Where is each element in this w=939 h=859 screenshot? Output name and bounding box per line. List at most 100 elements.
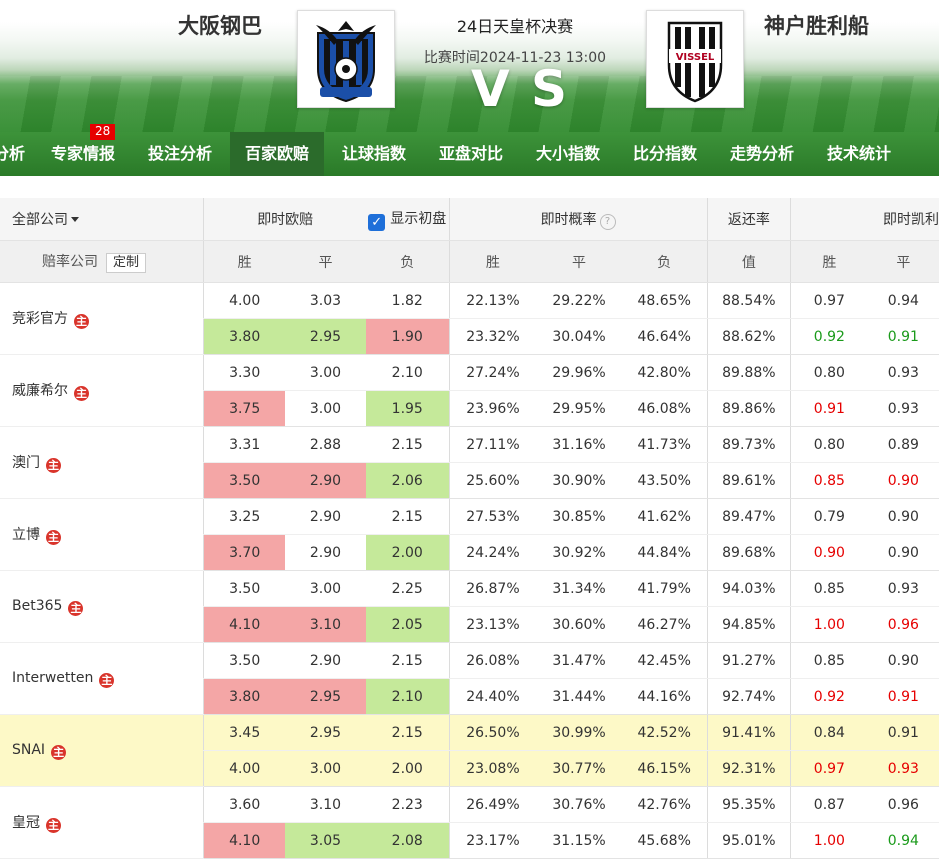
kelly-draw: 0.96	[867, 786, 939, 823]
live-euro-header: 即时欧赔	[203, 198, 366, 241]
return-rate-change: 92.74%	[706, 678, 791, 715]
company-cell[interactable]: 皇冠主	[0, 786, 204, 859]
home-team-logo[interactable]	[297, 10, 395, 108]
odds-row-current[interactable]: 立博主 3.25 2.90 2.15 27.53% 30.85% 41.62% 89.47% 0…	[0, 498, 939, 571]
odds-table: 全部公司 即时欧赔 ✓ 显示初盘 即时概率? 返还率 即时凯利 赔率公司 定制 胜 …	[0, 198, 939, 859]
odds-loss-change: 2.00	[365, 750, 449, 787]
odds-loss: 2.15	[365, 426, 449, 463]
away-team-logo[interactable]: VISSEL	[646, 10, 744, 108]
nav-tab-handicap-index[interactable]: 让球指数	[341, 144, 406, 163]
col-header-prob-win: 胜	[448, 240, 537, 283]
prob-win-change: 23.96%	[448, 390, 537, 427]
kelly-win: 0.84	[790, 714, 868, 751]
odds-row-change[interactable]: 3.70 2.90 2.00 24.24% 30.92% 44.84% 89.68% 0.90…	[0, 534, 939, 571]
kelly-win: 0.85	[790, 642, 868, 679]
nav-tab-over-under[interactable]: 大小指数	[535, 144, 600, 163]
nav-tab-analysis[interactable]: 分析	[0, 144, 25, 163]
company-cell[interactable]: Interwetten 主	[0, 642, 204, 715]
col-header-kelly-win: 胜	[790, 240, 868, 283]
show-initial-label: 显示初盘	[390, 210, 447, 227]
nav-tab-bet-analysis[interactable]: 投注分析	[147, 144, 212, 163]
company-cell[interactable]: SNAI 主	[0, 714, 204, 787]
odds-row-change[interactable]: 3.80 2.95 1.90 23.32% 30.04% 46.64% 88.62% 0.92…	[0, 318, 939, 355]
odds-loss-change: 1.90	[365, 318, 449, 355]
nav-tab-expert-intel[interactable]: 专家情报 28	[36, 124, 130, 176]
col-header-loss: 负	[365, 240, 449, 283]
nav-tab-trend-analysis[interactable]: 走势分析	[729, 144, 794, 163]
odds-company-header: 赔率公司 定制	[0, 240, 204, 283]
company-name[interactable]: Bet365	[12, 597, 63, 614]
odds-row-current[interactable]: 竞彩官方主 4.00 3.03 1.82 22.13% 29.22% 48.65% 88.54…	[0, 282, 939, 355]
prob-draw: 31.34%	[536, 570, 622, 607]
show-initial-toggle[interactable]: ✓ 显示初盘	[365, 198, 449, 241]
odds-draw: 3.10	[284, 786, 366, 823]
return-rate: 91.41%	[706, 714, 791, 751]
kelly-draw-change: 0.90	[867, 534, 939, 571]
notification-badge: 28	[90, 124, 116, 140]
odds-row-current[interactable]: Bet365 主 3.50 3.00 2.25 26.87% 31.34% 41.79% 94.…	[0, 570, 939, 643]
odds-loss-change: 2.06	[365, 462, 449, 499]
odds-row-current[interactable]: 威廉希尔主 3.30 3.00 2.10 27.24% 29.96% 42.80% 89.88…	[0, 354, 939, 427]
odds-draw: 2.90	[284, 498, 366, 535]
odds-draw: 2.95	[284, 714, 366, 751]
odds-row-current[interactable]: SNAI 主 3.45 2.95 2.15 26.50% 30.99% 42.52% 91.41…	[0, 714, 939, 787]
prob-loss: 41.79%	[621, 570, 708, 607]
away-team-name[interactable]: 神户胜利船	[764, 14, 869, 38]
company-name[interactable]: 皇冠	[12, 815, 40, 831]
kelly-win-change: 1.00	[790, 606, 868, 643]
odds-loss-change: 1.95	[365, 390, 449, 427]
odds-row-change[interactable]: 3.50 2.90 2.06 25.60% 30.90% 43.50% 89.61% 0.85…	[0, 462, 939, 499]
company-name[interactable]: 竞彩官方	[12, 311, 68, 327]
odds-row-change[interactable]: 3.80 2.95 2.10 24.40% 31.44% 44.16% 92.74% 0.92…	[0, 678, 939, 715]
odds-row-change[interactable]: 4.00 3.00 2.00 23.08% 30.77% 46.15% 92.31% 0.97…	[0, 750, 939, 787]
company-name[interactable]: Interwetten	[12, 669, 94, 686]
nav-tab-tech-stats[interactable]: 技术统计	[826, 144, 891, 163]
odds-win: 3.25	[203, 498, 285, 535]
odds-row-current[interactable]: 皇冠主 3.60 3.10 2.23 26.49% 30.76% 42.76% 95.35% 0…	[0, 786, 939, 859]
company-cell[interactable]: Bet365 主	[0, 570, 204, 643]
odds-row-current[interactable]: 澳门主 3.31 2.88 2.15 27.11% 31.16% 41.73% 89.73% 0…	[0, 426, 939, 499]
kelly-draw-change: 0.90	[867, 462, 939, 499]
company-name[interactable]: 威廉希尔	[12, 383, 68, 399]
customize-button[interactable]: 定制	[106, 252, 147, 273]
kelly-draw: 0.93	[867, 354, 939, 391]
analysis-nav: 分析 专家情报 28 投注分析 百家欧赔 让球指数 亚盘对比 大小指数 比分指数…	[0, 124, 939, 176]
kelly-win: 0.97	[790, 282, 868, 319]
return-rate: 91.27%	[706, 642, 791, 679]
help-icon[interactable]: ?	[599, 213, 616, 230]
home-marker-icon: 主	[46, 818, 61, 833]
col-header-value: 值	[706, 240, 791, 283]
checkbox-checked-icon[interactable]: ✓	[368, 213, 386, 231]
prob-loss: 42.80%	[621, 354, 708, 391]
company-name[interactable]: 澳门	[12, 455, 40, 471]
nav-tab-asian-compare[interactable]: 亚盘对比	[438, 144, 503, 163]
vs-label: V S	[470, 60, 570, 118]
prob-win-change: 25.60%	[448, 462, 537, 499]
company-name[interactable]: SNAI	[12, 741, 46, 758]
odds-loss-change: 2.10	[365, 678, 449, 715]
company-cell[interactable]: 澳门主	[0, 426, 204, 499]
company-filter-dropdown[interactable]: 全部公司	[0, 198, 204, 241]
odds-draw-change: 2.90	[284, 534, 366, 571]
company-cell[interactable]: 威廉希尔主	[0, 354, 204, 427]
nav-tab-score-index[interactable]: 比分指数	[632, 144, 697, 163]
odds-loss: 2.15	[365, 498, 449, 535]
kelly-draw: 0.90	[867, 642, 939, 679]
return-rate-change: 88.62%	[706, 318, 791, 355]
odds-row-change[interactable]: 3.75 3.00 1.95 23.96% 29.95% 46.08% 89.86% 0.91…	[0, 390, 939, 427]
odds-win-change: 3.75	[203, 390, 285, 427]
company-cell[interactable]: 竞彩官方主	[0, 282, 204, 355]
company-name[interactable]: 立博	[12, 527, 40, 543]
home-team-name[interactable]: 大阪钢巴	[178, 14, 262, 38]
odds-win: 3.31	[203, 426, 285, 463]
odds-row-current[interactable]: Interwetten 主 3.50 2.90 2.15 26.08% 31.47% 42.4…	[0, 642, 939, 715]
odds-loss: 2.25	[365, 570, 449, 607]
company-cell[interactable]: 立博主	[0, 498, 204, 571]
odds-win: 3.45	[203, 714, 285, 751]
kelly-win: 0.85	[790, 570, 868, 607]
return-rate-change: 92.31%	[706, 750, 791, 787]
nav-tab-euro-odds[interactable]: 百家欧赔	[230, 132, 324, 176]
odds-row-change[interactable]: 4.10 3.10 2.05 23.13% 30.60% 46.27% 94.85% 1.00…	[0, 606, 939, 643]
nav-tab-label: 专家情报	[50, 144, 115, 163]
vissel-kobe-crest-icon: VISSEL	[667, 21, 723, 103]
